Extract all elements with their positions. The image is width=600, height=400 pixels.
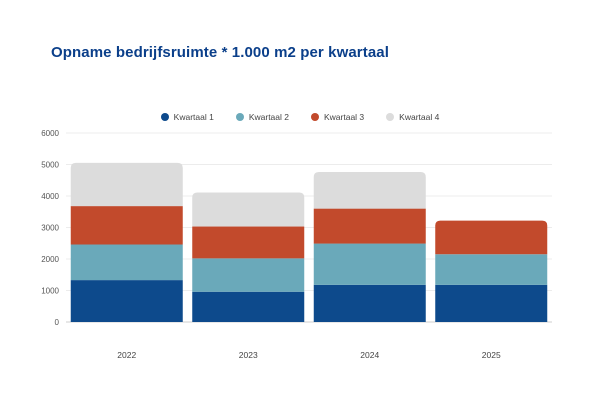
- x-category-label: 2025: [482, 350, 501, 360]
- bar-segment: [435, 220, 548, 255]
- y-tick-label: 5000: [41, 161, 59, 170]
- bar-segment: [435, 254, 548, 285]
- y-tick-label: 4000: [41, 192, 59, 201]
- x-category-label: 2024: [360, 350, 379, 360]
- bar-segment: [70, 280, 183, 322]
- bar-segment: [70, 244, 183, 281]
- legend-item-q4: Kwartaal 4: [386, 112, 439, 122]
- legend-label-q4: Kwartaal 4: [399, 112, 440, 122]
- legend: Kwartaal 1 Kwartaal 2 Kwartaal 3 Kwartaa…: [0, 112, 600, 122]
- y-tick-label: 6000: [41, 129, 59, 138]
- x-category-label: 2023: [239, 350, 258, 360]
- legend-label-q2: Kwartaal 2: [248, 112, 289, 122]
- legend-item-q1: Kwartaal 1: [160, 112, 214, 122]
- legend-swatch-q3: [311, 113, 319, 121]
- bar-segment: [192, 226, 305, 259]
- y-tick-label: 2000: [41, 255, 59, 264]
- bar-segment: [70, 206, 183, 245]
- legend-label-q1: Kwartaal 1: [173, 112, 214, 122]
- legend-swatch-q1: [160, 113, 169, 121]
- y-tick-label: 1000: [41, 287, 59, 296]
- bar-segment: [313, 172, 426, 209]
- bar-segment: [313, 243, 426, 285]
- legend-label-q3: Kwartaal 3: [324, 112, 365, 122]
- legend-item-q2: Kwartaal 2: [235, 112, 289, 122]
- x-category-label: 2022: [117, 350, 136, 360]
- y-tick-label: 0: [55, 318, 60, 327]
- legend-item-q3: Kwartaal 3: [311, 112, 364, 122]
- legend-swatch-q2: [235, 113, 244, 121]
- legend-swatch-q4: [386, 113, 395, 121]
- bar-segment: [313, 284, 426, 322]
- y-tick-label: 3000: [41, 224, 59, 233]
- bar-segment: [192, 291, 305, 322]
- bar-segment: [192, 192, 305, 227]
- bar-segment: [313, 208, 426, 244]
- bar-segment: [192, 258, 305, 292]
- chart-title: Opname bedrijfsruimte * 1.000 m2 per kwa…: [51, 44, 389, 61]
- bar-segment: [435, 284, 548, 322]
- bar-segment: [70, 162, 183, 207]
